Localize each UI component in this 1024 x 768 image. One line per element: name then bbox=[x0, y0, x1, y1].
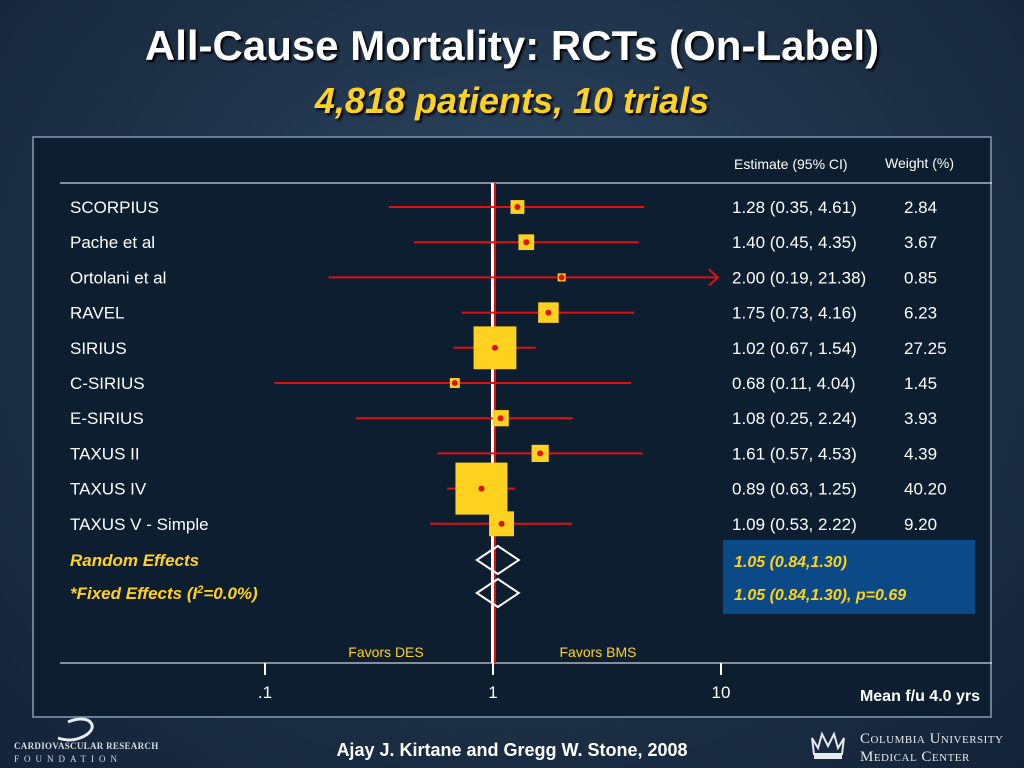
ci-value: 2.00 (0.19, 21.38) bbox=[732, 268, 866, 287]
study-label: TAXUS II bbox=[70, 444, 140, 463]
estimate-point bbox=[491, 344, 498, 351]
estimate-header: Estimate (95% CI) bbox=[734, 156, 848, 172]
estimate-point bbox=[498, 520, 505, 527]
study-label: Pache et al bbox=[70, 233, 155, 252]
columbia-logo-line1: Columbia University bbox=[860, 731, 1004, 747]
weight-value: 3.93 bbox=[904, 409, 937, 428]
study-label: E-SIRIUS bbox=[70, 409, 144, 428]
ci-value: 1.09 (0.53, 2.22) bbox=[732, 515, 857, 534]
ci-value: 0.68 (0.11, 4.04) bbox=[732, 374, 856, 393]
columbia-crown-icon bbox=[811, 731, 845, 759]
weight-value: 6.23 bbox=[904, 304, 937, 323]
columbia-logo-line2: Medical Center bbox=[860, 749, 970, 765]
summary-diamond bbox=[475, 577, 521, 609]
favors-right-label: Favors BMS bbox=[559, 644, 636, 660]
study-label: SCORPIUS bbox=[70, 198, 159, 217]
estimate-point bbox=[523, 239, 530, 246]
footer-credit: Ajay J. Kirtane and Gregg W. Stone, 2008 bbox=[336, 740, 688, 760]
crf-logo-line2: FOUNDATION bbox=[14, 754, 122, 764]
weight-value: 27.25 bbox=[904, 339, 947, 358]
weight-value: 4.39 bbox=[904, 444, 937, 463]
ci-value: 1.40 (0.45, 4.35) bbox=[732, 233, 857, 252]
weight-value: 0.85 bbox=[904, 268, 937, 287]
estimate-point bbox=[545, 309, 552, 316]
ci-value: 1.61 (0.57, 4.53) bbox=[732, 444, 857, 463]
x-tick-label: 1 bbox=[488, 683, 497, 702]
slide-title: All-Cause Mortality: RCTs (On-Label) bbox=[144, 22, 880, 69]
weight-value: 40.20 bbox=[904, 480, 947, 499]
weight-value: 1.45 bbox=[904, 374, 937, 393]
ci-value: 0.89 (0.63, 1.25) bbox=[732, 480, 857, 499]
summary-box bbox=[723, 540, 975, 614]
estimate-point bbox=[514, 204, 521, 210]
summary-result: 1.05 (0.84,1.30), p=0.69 bbox=[734, 587, 906, 604]
weight-header: Weight (%) bbox=[885, 155, 954, 171]
x-tick-label: 10 bbox=[712, 683, 731, 702]
study-label: SIRIUS bbox=[70, 339, 127, 358]
summary-label: Random Effects bbox=[70, 551, 199, 570]
ci-value: 1.28 (0.35, 4.61) bbox=[732, 198, 857, 217]
ci-value: 1.02 (0.67, 1.54) bbox=[732, 339, 857, 358]
favors-left-label: Favors DES bbox=[348, 644, 423, 660]
estimate-point bbox=[558, 274, 565, 281]
followup-note: Mean f/u 4.0 yrs bbox=[860, 688, 980, 705]
summary-result: 1.05 (0.84,1.30) bbox=[734, 554, 847, 571]
summary-diamond bbox=[475, 544, 521, 576]
slide-subtitle: 4,818 patients, 10 trials bbox=[314, 80, 710, 121]
forest-plot-panel bbox=[32, 136, 992, 718]
weight-value: 3.67 bbox=[904, 233, 937, 252]
study-label: C-SIRIUS bbox=[70, 374, 145, 393]
weight-value: 9.20 bbox=[904, 515, 937, 534]
estimate-point bbox=[537, 450, 544, 457]
study-label: TAXUS IV bbox=[70, 480, 147, 499]
crf-swoosh-icon bbox=[57, 717, 94, 742]
ci-value: 1.75 (0.73, 4.16) bbox=[732, 304, 857, 323]
study-label: RAVEL bbox=[70, 304, 125, 323]
estimate-point bbox=[478, 485, 485, 492]
ci-value: 1.08 (0.25, 2.24) bbox=[732, 409, 857, 428]
study-label: Ortolani et al bbox=[70, 268, 166, 287]
x-tick-label: .1 bbox=[258, 683, 272, 702]
weight-value: 2.84 bbox=[904, 198, 937, 217]
crf-logo-line1: CARDIOVASCULAR RESEARCH bbox=[14, 741, 159, 751]
ci-arrow bbox=[708, 268, 720, 287]
estimate-point bbox=[497, 415, 504, 422]
study-label: TAXUS V - Simple bbox=[70, 515, 209, 534]
summary-label: *Fixed Effects (I2=0.0%) bbox=[70, 584, 258, 603]
estimate-point bbox=[451, 380, 458, 386]
